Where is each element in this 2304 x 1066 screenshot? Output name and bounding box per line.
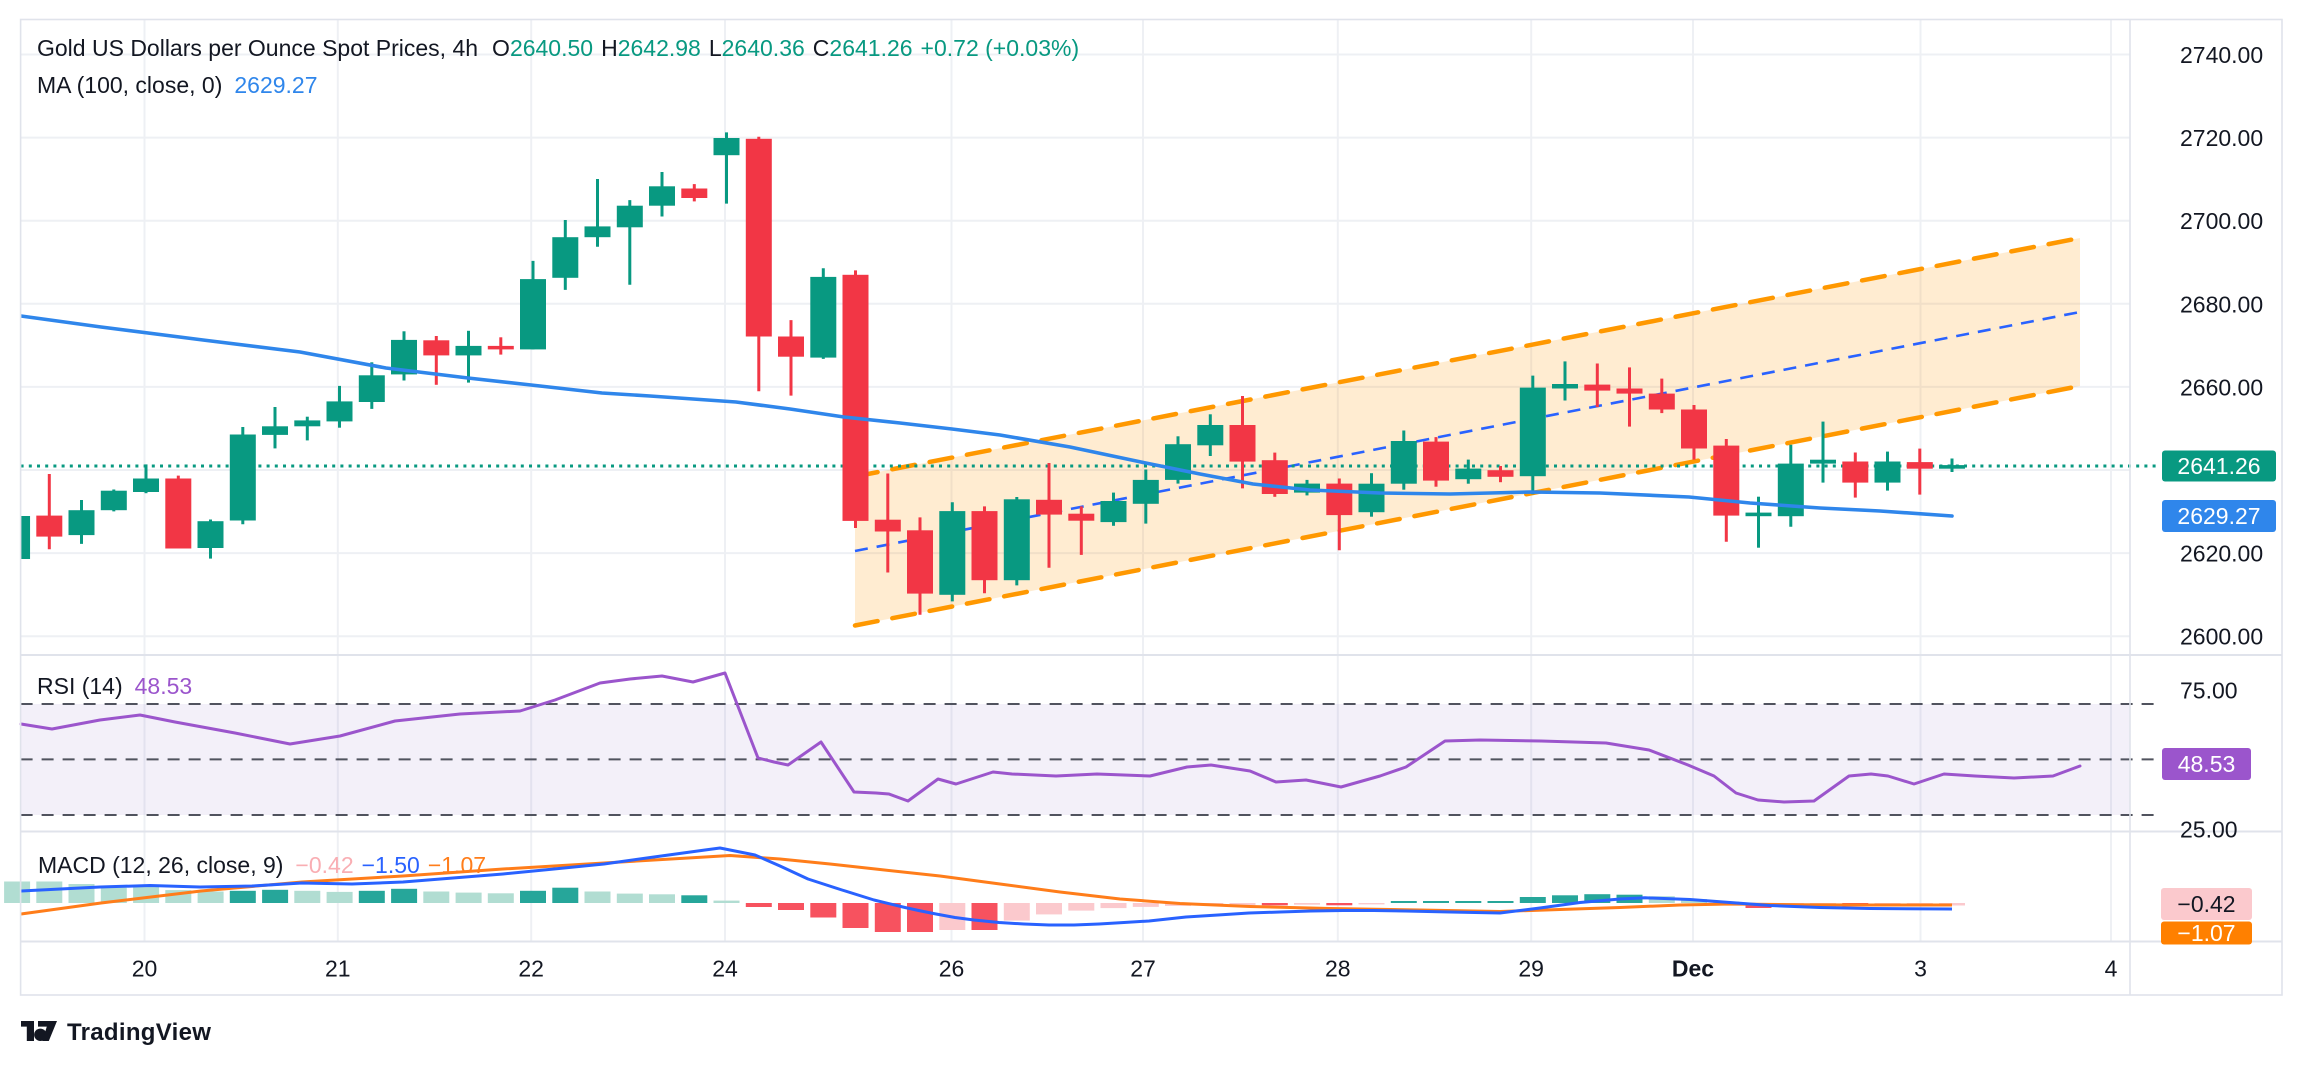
svg-text:22: 22 xyxy=(518,955,544,981)
svg-text:2720.00: 2720.00 xyxy=(2180,125,2263,151)
svg-text:RSI (14)48.53: RSI (14) 48.53 xyxy=(37,673,192,699)
svg-text:2629.27: 2629.27 xyxy=(2177,503,2260,529)
svg-text:TradingView: TradingView xyxy=(67,1019,211,1046)
svg-text:21: 21 xyxy=(325,955,351,981)
svg-text:29: 29 xyxy=(1518,955,1544,981)
svg-text:20: 20 xyxy=(132,955,158,981)
svg-text:2660.00: 2660.00 xyxy=(2180,374,2263,400)
svg-text:27: 27 xyxy=(1130,955,1156,981)
svg-text:2600.00: 2600.00 xyxy=(2180,624,2263,650)
svg-text:MA (100, close, 0)2629.27: MA (100, close, 0) 2629.27 xyxy=(37,72,318,98)
svg-text:26: 26 xyxy=(939,955,965,981)
svg-text:2620.00: 2620.00 xyxy=(2180,541,2263,567)
svg-text:3: 3 xyxy=(1914,955,1927,981)
svg-text:MACD (12, 26, close, 9)−0.42−1: MACD (12, 26, close, 9) −0.42 −1.50 −1.07 xyxy=(38,852,486,878)
svg-text:2700.00: 2700.00 xyxy=(2180,208,2263,234)
svg-text:48.53: 48.53 xyxy=(2178,751,2236,777)
svg-text:2740.00: 2740.00 xyxy=(2180,42,2263,68)
svg-text:24: 24 xyxy=(712,955,738,981)
svg-text:25.00: 25.00 xyxy=(2180,816,2238,842)
svg-text:28: 28 xyxy=(1325,955,1351,981)
svg-text:−0.42: −0.42 xyxy=(2177,891,2235,917)
svg-text:−1.07: −1.07 xyxy=(2177,920,2235,946)
svg-text:2641.26: 2641.26 xyxy=(2177,453,2260,479)
svg-text:75.00: 75.00 xyxy=(2180,678,2238,704)
svg-text:2680.00: 2680.00 xyxy=(2180,291,2263,317)
svg-text:Dec: Dec xyxy=(1672,955,1714,981)
svg-text:4: 4 xyxy=(2105,955,2118,981)
svg-text:Gold US Dollars per Ounce Spot: Gold US Dollars per Ounce Spot Prices, 4… xyxy=(37,35,1079,61)
